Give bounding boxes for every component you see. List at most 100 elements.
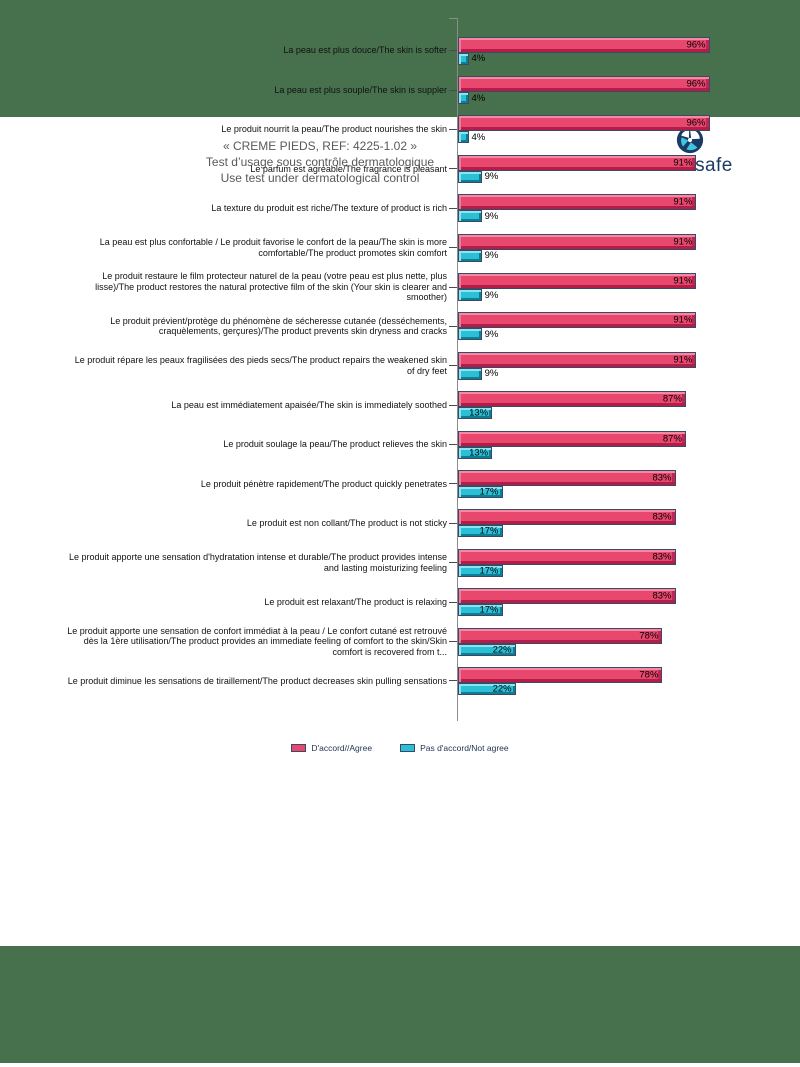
bar-group: 83% 17% [457, 548, 800, 577]
category-tick [449, 207, 457, 209]
category-label: Le produit est relaxant/The product is r… [264, 596, 447, 607]
category-tick [449, 680, 457, 682]
agree-value-label: 83% [652, 590, 672, 602]
category-label: Le produit répare les peaux fragilisées … [74, 355, 447, 376]
category-tick [449, 522, 457, 524]
disagree-bar: 17% [458, 525, 503, 538]
disagree-bar: 17% [458, 604, 503, 617]
agree-value-label: 96% [686, 117, 706, 129]
category-tick [449, 89, 457, 91]
chart-row: Le produit diminue les sensations de tir… [67, 661, 800, 700]
category-label: Le produit diminue les sensations de tir… [67, 675, 447, 686]
chart-row: La texture du produit est riche/The text… [67, 189, 800, 228]
chart-row: Le produit prévient/protège du phénomène… [67, 307, 800, 346]
disagree-bar: 22% [458, 643, 516, 656]
agree-value-label: 87% [662, 393, 682, 405]
globe-icon [676, 126, 704, 154]
page-title-line-2: Test d’usage sous contrôle dermatologiqu… [205, 154, 435, 169]
category-label: La texture du produit est riche/The text… [211, 203, 447, 214]
page-title: « CREME PIEDS, REF: 4225-1.02 » Test d’u… [0, 139, 640, 186]
category-tick [449, 50, 457, 52]
disagree-value-label: 13% [469, 447, 489, 459]
bar-group: 91% 9% [457, 194, 800, 223]
category-label: La peau est plus douce/The skin is softe… [283, 45, 447, 56]
disagree-bar: 17% [458, 485, 503, 498]
category-label: Le produit prévient/protège du phénomène… [110, 315, 447, 337]
category-tick [449, 325, 457, 327]
agree-bar: 83% [458, 588, 676, 605]
survey-bar-chart: La peau est plus douce/The skin is softe… [0, 18, 800, 721]
disagree-bar: 13% [458, 446, 493, 459]
category-label: Le produit nourrit la peau/The product n… [221, 124, 447, 135]
disagree-bar [458, 131, 469, 144]
bar-group: 78% 22% [457, 627, 800, 656]
bar-group: 91% 9% [457, 273, 800, 302]
disagree-value-label: 4% [471, 92, 486, 104]
agree-bar: 83% [458, 548, 676, 565]
disagree-bar: 22% [458, 682, 516, 695]
bar-group: 91% 9% [457, 233, 800, 262]
disagree-bar: 17% [458, 564, 503, 577]
category-tick [449, 562, 457, 564]
agree-value-label: 96% [686, 78, 706, 90]
category-tick [449, 601, 457, 603]
chart-row: Le produit répare les peaux fragilisées … [67, 346, 800, 385]
bar-group: 91% 9% [457, 351, 800, 380]
agree-bar: 91% [458, 194, 697, 211]
disagree-value-label: 9% [484, 171, 499, 183]
disagree-value-label: 13% [469, 407, 489, 419]
agree-value-label: 91% [673, 236, 693, 248]
bottom-band [0, 946, 800, 1063]
disagree-bar [458, 328, 482, 341]
axis-line [457, 18, 458, 721]
category-label: La peau est plus confortable / Le produi… [99, 237, 447, 258]
bar-group: 83% 17% [457, 588, 800, 617]
category-tick [449, 247, 457, 249]
legend-item: D'accord//Agree [291, 743, 372, 753]
agree-value-label: 83% [652, 511, 672, 523]
chart-row: La peau est plus confortable / Le produi… [67, 228, 800, 267]
category-tick [449, 168, 457, 170]
bar-group: 91% 9% [457, 312, 800, 341]
agree-bar: 91% [458, 273, 697, 290]
agree-bar: 83% [458, 509, 676, 526]
chart-row: Le produit est non collant/The product i… [67, 504, 800, 543]
chart-row: Le produit nourrit la peau/The product n… [67, 110, 800, 149]
disagree-bar: 13% [458, 407, 493, 420]
agree-value-label: 91% [673, 314, 693, 326]
agree-value-label: 78% [639, 669, 659, 681]
agree-bar: 78% [458, 627, 663, 644]
bar-group: 96% 4% [457, 36, 800, 65]
chart-row: La peau est plus douce/The skin is softe… [67, 31, 800, 70]
bar-group: 91% 9% [457, 154, 800, 183]
disagree-bar [458, 52, 469, 65]
chart-rows: La peau est plus douce/The skin is softe… [0, 18, 800, 721]
disagree-value-label: 17% [479, 525, 499, 537]
agree-bar: 91% [458, 312, 697, 329]
agree-bar: 96% [458, 76, 710, 93]
bar-group: 83% 17% [457, 509, 800, 538]
chart-row: Le parfum est agréable/The fragrance is … [67, 149, 800, 188]
disagree-bar [458, 249, 482, 262]
legend-label: Pas d'accord/Not agree [420, 742, 509, 753]
category-tick [449, 444, 457, 446]
disagree-value-label: 22% [492, 644, 512, 656]
category-label: Le parfum est agréable/The fragrance is … [250, 163, 447, 174]
agree-bar: 87% [458, 391, 686, 408]
category-tick [449, 404, 457, 406]
chart-row: La peau est plus souple/The skin is supp… [67, 70, 800, 109]
chart-row: Le produit apporte une sensation d'hydra… [67, 543, 800, 582]
bar-group: 78% 22% [457, 666, 800, 695]
page-title-line-3: Use test under dermatological control [220, 170, 420, 185]
axis-top-tick [449, 18, 457, 19]
category-tick [449, 128, 457, 130]
category-label: Le produit est non collant/The product i… [246, 518, 447, 529]
chart-row: Le produit soulage la peau/The product r… [67, 425, 800, 464]
disagree-value-label: 17% [479, 604, 499, 616]
chart-row: Le produit pénètre rapidement/The produc… [67, 464, 800, 503]
legend-swatch-not-agree [400, 743, 416, 752]
agree-value-label: 78% [639, 630, 659, 642]
disagree-bar [458, 210, 482, 223]
agree-value-label: 96% [686, 39, 706, 51]
